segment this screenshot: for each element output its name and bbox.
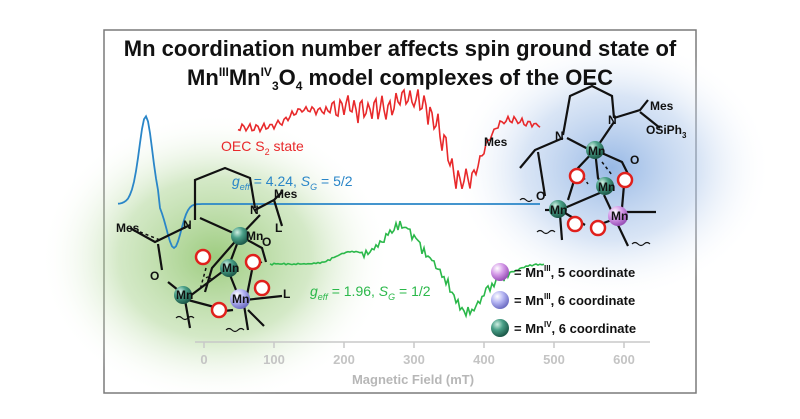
right-mn-label-1: Mn xyxy=(588,144,605,158)
left-oxygen-3 xyxy=(210,301,228,319)
x-tick-label-400: 400 xyxy=(473,352,495,367)
legend-item-mn-iii-5: = MnIII, 5 coordinate xyxy=(491,263,635,281)
legend-swatch-mn-iii-6 xyxy=(491,291,509,309)
right-mes-label-1: Mes xyxy=(484,135,508,149)
right-o-label-1: O xyxy=(536,189,545,203)
legend-item-mn-iii-6: = MnIII, 6 coordinate xyxy=(491,291,635,309)
right-mn-iv-3 xyxy=(549,200,567,218)
right-mes-label-2: Mes xyxy=(650,99,674,113)
svg-text:= MnIV, 6 coordinate: = MnIV, 6 coordinate xyxy=(514,320,636,336)
right-mn-iv-2 xyxy=(596,177,614,195)
right-oxygen-4 xyxy=(589,219,607,237)
left-l-label-1: L xyxy=(275,221,282,235)
title-line-1: Mn coordination number affects spin grou… xyxy=(124,36,677,61)
right-mn-iv-1 xyxy=(586,141,604,159)
left-mn-label-2: Mn xyxy=(222,261,239,275)
right-oxygen-2 xyxy=(616,171,634,189)
left-mn-iv-3 xyxy=(174,286,192,304)
left-mn-iv-2 xyxy=(220,259,238,277)
spectrum-high-spin xyxy=(117,114,540,250)
left-molecule: Mn Mn Mn Mn N N O O Mes Mes L L xyxy=(116,166,298,333)
right-mn-iii-5 xyxy=(608,206,628,226)
label-high-spin: geff = 4.24, SG = 5/2 xyxy=(232,173,353,192)
x-tick-label-100: 100 xyxy=(263,352,285,367)
left-mn-label-3: Mn xyxy=(176,288,193,302)
x-axis-label: Magnetic Field (mT) xyxy=(352,372,474,387)
right-osiph3-label: OSiPh3 xyxy=(646,123,687,140)
right-oxygen-3 xyxy=(566,215,584,233)
left-mn-label-4: Mn xyxy=(232,292,249,306)
right-molecule: Mn Mn Mn Mn N N O O Mes Mes OSiPh3 xyxy=(484,84,687,247)
right-oxygen-1 xyxy=(568,167,586,185)
left-mn-iv-1 xyxy=(231,227,249,245)
legend-swatch-mn-iii-5 xyxy=(491,263,509,281)
x-axis-ticks: 0 100 200 300 400 500 600 xyxy=(200,342,635,367)
left-oxygen-1 xyxy=(194,248,212,266)
right-mn-label-3: Mn xyxy=(550,203,567,217)
left-mn-label-1: Mn xyxy=(246,229,263,243)
x-axis: 0 100 200 300 400 500 600 Magnetic Field (mT) xyxy=(195,341,650,387)
svg-text:= MnIII, 5 coordinate: = MnIII, 5 coordinate xyxy=(514,264,635,280)
label-low-spin: geff = 1.96, SG = 1/2 xyxy=(310,283,431,302)
x-tick-label-600: 600 xyxy=(613,352,635,367)
x-tick-label-200: 200 xyxy=(333,352,355,367)
left-mn-iii-6 xyxy=(230,289,250,309)
right-mn-label-2: Mn xyxy=(598,180,615,194)
left-mes-label-2: Mes xyxy=(274,187,298,201)
legend: = MnIII, 5 coordinate = MnIII, 6 coordin… xyxy=(491,263,636,337)
left-o-label-1: O xyxy=(150,269,159,283)
svg-text:= MnIII, 6 coordinate: = MnIII, 6 coordinate xyxy=(514,292,635,308)
right-molecule-glow xyxy=(452,36,772,300)
x-tick-label-300: 300 xyxy=(403,352,425,367)
left-n-label-2: N xyxy=(250,203,259,217)
spectrum-oec-s2 xyxy=(237,88,541,190)
right-n-label-2: N xyxy=(608,113,617,127)
left-mes-label-1: Mes xyxy=(116,221,140,235)
right-mn-label-4: Mn xyxy=(611,209,628,223)
left-molecule-glow xyxy=(40,113,390,403)
x-tick-label-500: 500 xyxy=(543,352,565,367)
right-n-label-1: N xyxy=(555,129,564,143)
left-oxygen-2 xyxy=(244,253,262,271)
legend-swatch-mn-iv-6 xyxy=(491,319,509,337)
right-o-label-2: O xyxy=(630,153,639,167)
left-oxygen-4 xyxy=(253,279,271,297)
left-o-label-2: O xyxy=(262,235,271,249)
x-tick-label-0: 0 xyxy=(200,352,207,367)
legend-item-mn-iv-6: = MnIV, 6 coordinate xyxy=(491,319,636,337)
title-line-2: MnIIIMnIV3O4 model complexes of the OEC xyxy=(187,65,613,93)
left-l-label-2: L xyxy=(283,287,290,301)
label-oec-s2: OEC S2 state xyxy=(221,138,304,157)
left-n-label-1: N xyxy=(183,218,192,232)
